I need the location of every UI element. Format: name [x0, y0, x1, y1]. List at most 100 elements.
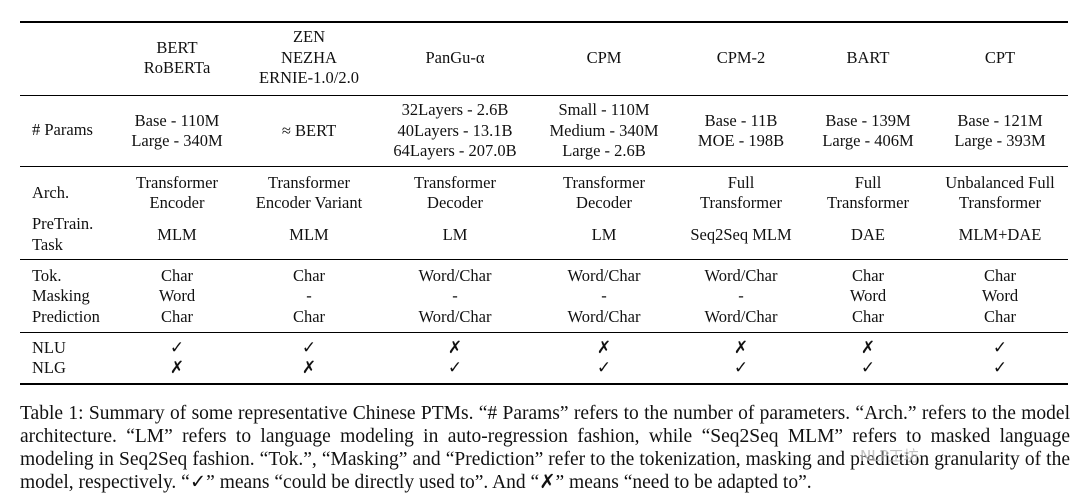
- params-cell: Base - 139M Large - 406M: [822, 111, 913, 152]
- arch-cell: Transformer Decoder: [563, 173, 645, 214]
- table-top-rule: [20, 21, 1068, 23]
- prediction-cell-line: Word/Char: [704, 306, 778, 326]
- arch-cell-line: Decoder: [576, 193, 632, 212]
- arch-cell-line: Transformer: [563, 172, 645, 192]
- pretrain-cell-line: LM: [442, 224, 468, 244]
- params-cell-line: Large - 393M: [954, 131, 1046, 150]
- prediction-cell: Word/Char: [705, 307, 778, 328]
- column-header: BERT RoBERTa: [144, 38, 211, 79]
- masking-cell: Word: [850, 286, 886, 307]
- check-icon-line: ✓: [301, 337, 317, 358]
- pretrain-cell: Seq2Seq MLM: [690, 225, 791, 246]
- prediction-cell-line: Char: [160, 306, 194, 326]
- arch-cell-line: Transformer: [700, 193, 782, 212]
- prediction-cell: Word/Char: [419, 307, 492, 328]
- arch-cell: Full Transformer: [827, 173, 909, 214]
- params-bottom-rule: [20, 166, 1068, 167]
- column-header: CPT: [985, 48, 1015, 69]
- granularity-bottom-rule: [20, 332, 1068, 333]
- arch-cell-line: Transformer: [959, 193, 1041, 212]
- tok-cell-line: Char: [160, 265, 194, 285]
- prediction-cell: Char: [984, 307, 1016, 328]
- tok-cell-line: Word/Char: [704, 265, 778, 285]
- column-header: PanGu-α: [425, 48, 484, 69]
- prediction-cell: Char: [293, 307, 325, 328]
- params-cell-line: MOE - 198B: [697, 131, 785, 150]
- cross-icon: ✗: [448, 338, 462, 359]
- masking-cell-line: Word: [981, 285, 1019, 305]
- row-label-pretrain: PreTrain. Task: [32, 214, 93, 255]
- params-cell-line: Small - 110M: [558, 100, 650, 120]
- check-icon: ✓: [170, 338, 184, 359]
- params-cell-line: Base - 11B: [704, 110, 778, 130]
- pretrain-cell-line: MLM: [157, 224, 197, 244]
- arch-cell-line: Decoder: [427, 193, 483, 212]
- row-label-params: # Params: [32, 120, 93, 139]
- arch-bottom-rule: [20, 259, 1068, 260]
- pretrain-cell: MLM: [157, 225, 196, 246]
- params-cell-line: Base - 139M: [825, 110, 911, 130]
- params-cell-line: Base - 110M: [134, 110, 220, 130]
- params-cell: Base - 110M Large - 340M: [131, 111, 222, 152]
- cross-icon: ✗: [734, 338, 748, 359]
- pretrain-cell: MLM: [289, 225, 328, 246]
- pretrain-cell-line: MLM+DAE: [958, 224, 1042, 244]
- cross-icon-line: ✗: [301, 357, 317, 378]
- masking-cell-line: Word: [158, 285, 196, 305]
- tok-cell: Word/Char: [419, 266, 492, 287]
- pretrain-cell: DAE: [851, 225, 885, 246]
- tok-cell-line: Word/Char: [567, 265, 641, 285]
- check-icon-line: ✓: [992, 337, 1008, 358]
- check-icon-line: ✓: [733, 357, 749, 378]
- row-label-nlg: NLG: [32, 358, 66, 377]
- cross-icon-line: ✗: [447, 337, 463, 358]
- column-header-line: NEZHA: [281, 47, 337, 67]
- params-cell-line: 32Layers - 2.6B: [401, 100, 509, 120]
- column-header-line: CPT: [984, 47, 1016, 67]
- params-cell: ≈ BERT: [282, 121, 336, 142]
- params-cell-line: Base - 121M: [957, 110, 1043, 130]
- tok-cell: Char: [161, 266, 193, 287]
- masking-cell-line: -: [738, 285, 744, 305]
- params-cell-line: 64Layers - 207.0B: [393, 141, 517, 161]
- pretrain-cell-line: DAE: [851, 224, 885, 244]
- prediction-cell-line: Char: [851, 306, 885, 326]
- cross-icon: ✗: [302, 358, 316, 379]
- column-header-line: RoBERTa: [143, 58, 211, 77]
- pretrain-cell: LM: [443, 225, 468, 246]
- check-icon-line: ✓: [860, 357, 876, 378]
- check-icon: ✓: [993, 338, 1007, 359]
- row-label-pretrain-line: Task: [32, 234, 63, 254]
- pretrain-cell-line: Seq2Seq MLM: [690, 224, 792, 244]
- check-icon-line: ✓: [596, 357, 612, 378]
- arch-cell: Transformer Encoder: [136, 173, 218, 214]
- column-header-line: BERT: [156, 37, 198, 57]
- masking-cell: -: [452, 286, 458, 307]
- prediction-cell-line: Word/Char: [567, 306, 641, 326]
- masking-cell: Word: [982, 286, 1018, 307]
- arch-cell-line: Encoder Variant: [255, 193, 363, 212]
- cross-icon-line: ✗: [596, 337, 612, 358]
- row-label-arch: Arch.: [32, 183, 70, 202]
- arch-cell: Transformer Decoder: [414, 173, 496, 214]
- row-label-prediction: Prediction: [32, 307, 100, 326]
- arch-cell-line: Full: [854, 172, 882, 192]
- table-caption: Table 1: Summary of some representative …: [20, 403, 1070, 493]
- column-header: CPM: [587, 48, 622, 69]
- pretrain-cell-line: MLM: [289, 224, 329, 244]
- tok-cell-line: Char: [292, 265, 326, 285]
- masking-cell-line: -: [601, 285, 607, 305]
- column-header-line: ERNIE-1.0/2.0: [259, 68, 359, 88]
- masking-cell-line: -: [452, 285, 458, 305]
- tok-cell: Word/Char: [568, 266, 641, 287]
- masking-cell: Word: [159, 286, 195, 307]
- arch-cell-line: Unbalanced Full: [945, 172, 1055, 192]
- arch-cell-line: Transformer: [827, 193, 909, 212]
- tok-cell: Char: [852, 266, 884, 287]
- prediction-cell: Char: [852, 307, 884, 328]
- arch-cell: Unbalanced Full Transformer: [945, 173, 1055, 214]
- check-icon-line: ✓: [169, 337, 185, 358]
- masking-cell-line: -: [306, 285, 312, 305]
- arch-cell-line: Encoder: [149, 193, 205, 212]
- check-icon: ✓: [734, 358, 748, 379]
